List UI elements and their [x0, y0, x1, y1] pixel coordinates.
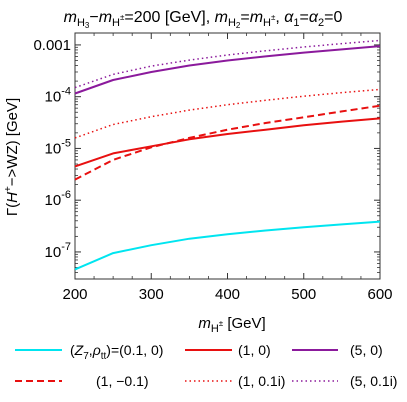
series-line-1 [74, 117, 381, 168]
x-axis-label: mH± [GeV] [198, 315, 265, 335]
y-tick-label-1e-7: 10-7 [45, 241, 71, 261]
svg-text:(1, −0.1): (1, −0.1) [96, 373, 149, 389]
series-line-4 [74, 88, 381, 139]
y-tick-label-1e-5: 10-5 [45, 137, 71, 157]
x-tick-label-400: 400 [215, 286, 240, 303]
chart-title: mH3−mH±=200 [GeV], mH2=mH±, α1=α2=0 [64, 9, 343, 30]
y-axis-label: Γ(H+−>WZ) [GeV] [3, 98, 21, 216]
series-layer [74, 39, 381, 271]
y-tick-label-1e-4: 10-4 [45, 86, 71, 106]
series-line-2 [74, 45, 381, 95]
x-tick-label-600: 600 [367, 286, 392, 303]
x-tick-label-500: 500 [291, 286, 316, 303]
legend-item-5-0: (5, 0) [292, 342, 383, 358]
svg-text:(5, 0): (5, 0) [350, 342, 383, 358]
svg-text:(1, 0.1i): (1, 0.1i) [238, 373, 285, 389]
y-tick-label-1e-6: 10-6 [45, 189, 71, 209]
svg-text:(Z7,ρtt)=(0.1, 0): (Z7,ρtt)=(0.1, 0) [70, 342, 163, 362]
legend-item-0.1-0: (Z7,ρtt)=(0.1, 0) [15, 342, 163, 362]
legend-item-5-0.1i: (5, 0.1i) [292, 373, 397, 389]
legend: (Z7,ρtt)=(0.1, 0) (1, 0) (5, 0) (1, −0.1… [15, 342, 397, 389]
series-line-0 [74, 220, 381, 271]
y-axis-ticks: 10-7 10-6 10-5 10-4 0.001 [33, 37, 380, 280]
legend-item-1-0: (1, 0) [185, 342, 271, 358]
x-tick-label-300: 300 [139, 286, 164, 303]
svg-text:(1, 0): (1, 0) [238, 342, 271, 358]
y-tick-label-1e-3: 0.001 [33, 37, 71, 54]
series-line-3 [74, 104, 381, 181]
legend-item-1-neg0.1: (1, −0.1) [15, 373, 149, 389]
legend-item-1-0.1i: (1, 0.1i) [185, 373, 285, 389]
plot-frame [74, 32, 381, 280]
svg-text:(5, 0.1i): (5, 0.1i) [350, 373, 397, 389]
x-tick-label-200: 200 [62, 286, 87, 303]
x-axis-ticks: 200 300 400 500 600 [62, 33, 393, 303]
series-line-5 [74, 39, 381, 89]
